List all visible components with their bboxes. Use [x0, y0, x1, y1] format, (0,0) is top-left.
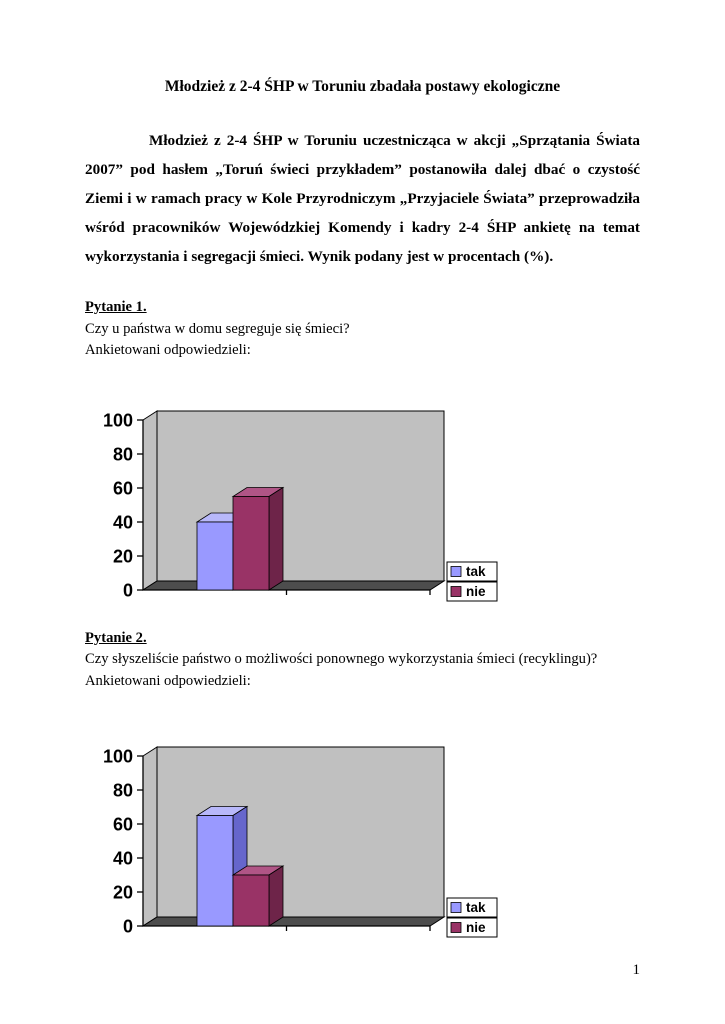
- svg-text:80: 80: [113, 444, 133, 464]
- document-content: Młodzież z 2-4 ŚHP w Toruniu zbadała pos…: [85, 78, 640, 940]
- svg-text:0: 0: [123, 917, 133, 937]
- svg-text:tak: tak: [466, 900, 486, 915]
- intro-paragraph: Młodzież z 2-4 ŚHP w Toruniu uczestniczą…: [85, 132, 640, 265]
- svg-text:40: 40: [113, 512, 133, 532]
- question-1-prompt: Ankietowani odpowiedzieli:: [85, 342, 251, 358]
- svg-text:100: 100: [103, 410, 133, 430]
- question-2-prompt: Ankietowani odpowiedzieli:: [85, 672, 251, 689]
- document-title: Młodzież z 2-4 ŚHP w Toruniu zbadała pos…: [164, 78, 561, 95]
- svg-text:60: 60: [113, 478, 133, 498]
- question-1-section: Pytanie 1. Czy u państwa w domu segreguj…: [85, 297, 640, 362]
- svg-text:40: 40: [113, 849, 133, 869]
- bar-chart-question-1: 0 20 40 60 80 100 tak nie: [85, 390, 640, 604]
- svg-text:nie: nie: [466, 584, 486, 599]
- svg-text:20: 20: [113, 883, 133, 903]
- svg-text:80: 80: [113, 781, 133, 801]
- svg-text:20: 20: [113, 546, 133, 566]
- chart-canvas: 0 20 40 60 80 100 tak nie: [103, 409, 498, 601]
- svg-text:0: 0: [123, 580, 133, 600]
- bar-chart-question-2: 0 20 40 60 80 100 tak nie: [85, 726, 640, 940]
- chart-canvas: 0 20 40 60 80 100 tak nie: [103, 746, 498, 938]
- svg-text:nie: nie: [466, 920, 486, 935]
- question-1-text: Czy u państwa w domu segreguje się śmiec…: [85, 320, 350, 337]
- question-2-label: Pytanie 2.: [85, 629, 147, 646]
- question-1-label: Pytanie 1.: [85, 299, 147, 315]
- page-number: 1: [632, 962, 641, 978]
- svg-text:60: 60: [113, 815, 133, 835]
- question-2-section: Pytanie 2. Czy słyszeliście państwo o mo…: [85, 628, 640, 693]
- svg-text:tak: tak: [466, 564, 486, 579]
- svg-text:100: 100: [103, 747, 133, 767]
- question-2-text: Czy słyszeliście państwo o możliwości po…: [85, 651, 598, 667]
